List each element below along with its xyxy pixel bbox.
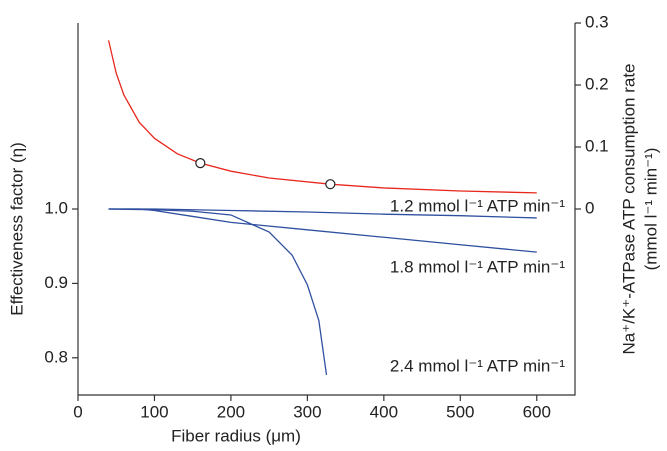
x-tick-label: 200 <box>217 402 245 421</box>
y-tick-label: 0.9 <box>44 273 68 292</box>
x-tick-label: 0 <box>73 402 82 421</box>
x-tick-label: 100 <box>140 402 168 421</box>
x-tick-label: 500 <box>446 402 474 421</box>
line <box>108 208 537 219</box>
y2-axis-label: (mmol l⁻¹ min⁻¹) <box>641 148 660 271</box>
y2-tick-label: 0.2 <box>585 74 609 93</box>
series-label: 1.2 mmol l⁻¹ ATP min⁻¹ <box>390 196 565 215</box>
x-axis-label: Fiber radius (μm) <box>171 426 301 445</box>
line <box>107 40 537 194</box>
y2-tick-label: 0 <box>585 198 594 217</box>
line <box>108 208 328 376</box>
marker <box>195 158 206 169</box>
series-label: 2.4 mmol l⁻¹ ATP min⁻¹ <box>390 356 565 375</box>
x-tick-label: 600 <box>523 402 551 421</box>
y2-axis-label: Na⁺/K⁺-ATPase ATP consumption rate <box>619 63 638 354</box>
y2-tick-label: 0.3 <box>585 12 609 31</box>
y-tick-label: 1.0 <box>44 198 68 217</box>
y-axis-label: Effectiveness factor (η) <box>7 142 26 316</box>
series-label: 1.8 mmol l⁻¹ ATP min⁻¹ <box>390 257 565 276</box>
y2-tick-label: 0.1 <box>585 136 609 155</box>
y-tick-label: 0.8 <box>44 347 68 366</box>
x-tick-label: 300 <box>293 402 321 421</box>
marker <box>325 179 336 190</box>
x-tick-label: 400 <box>370 402 398 421</box>
